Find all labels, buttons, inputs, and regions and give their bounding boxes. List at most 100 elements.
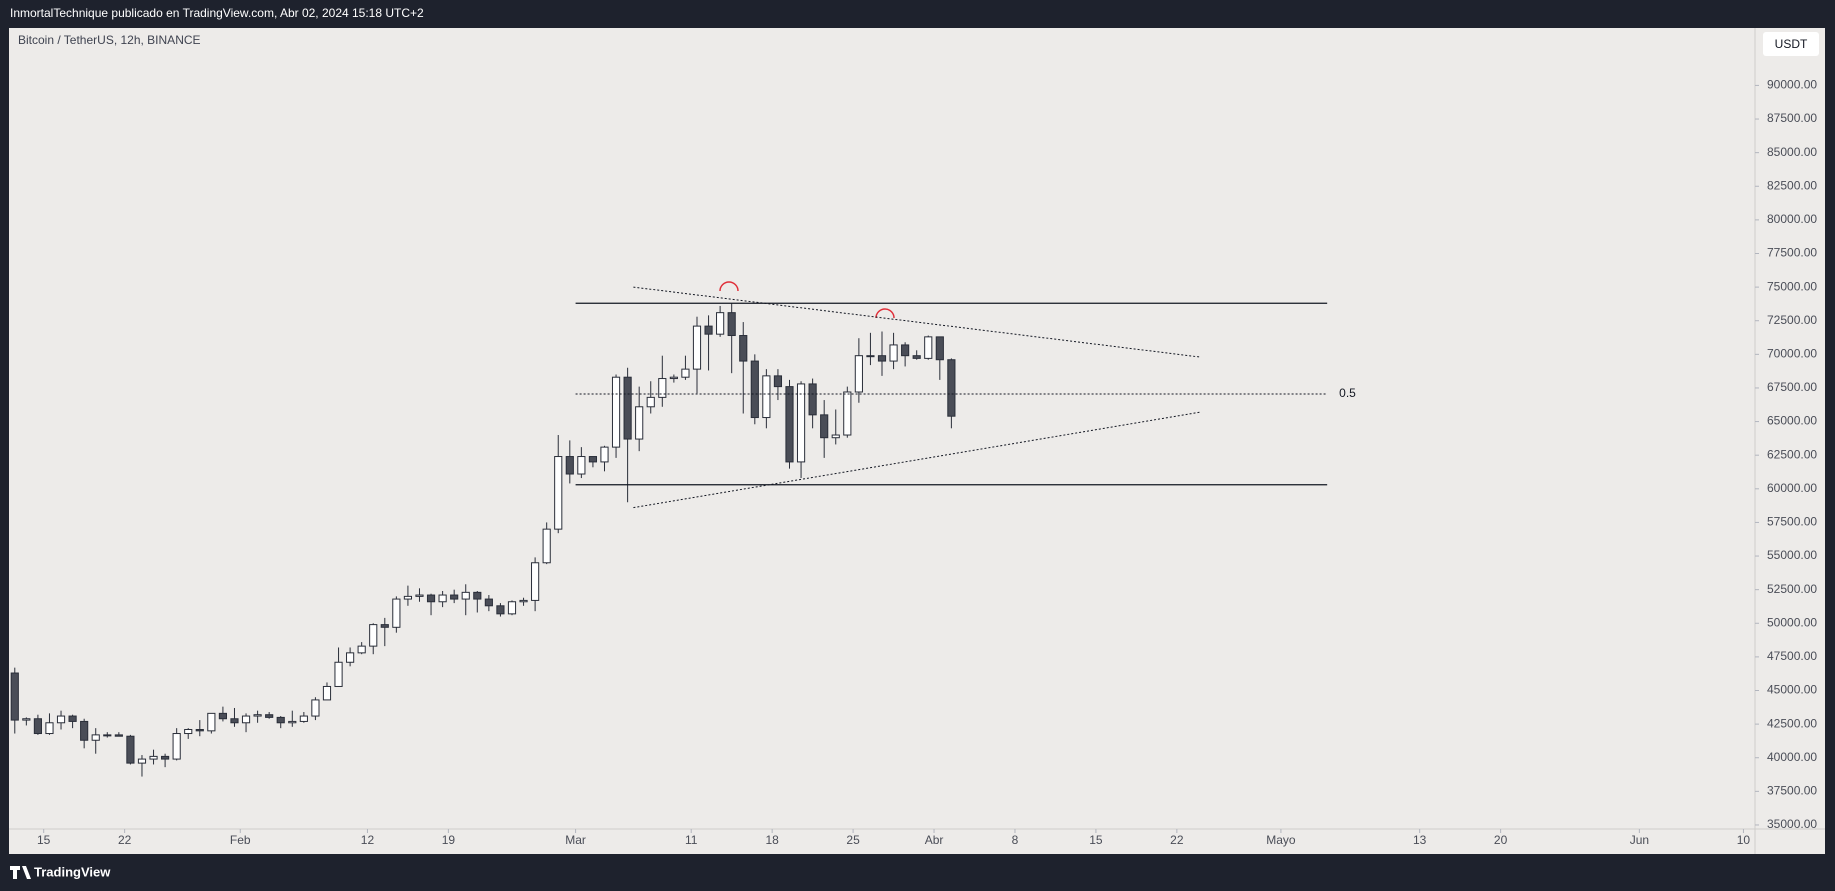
x-tick-label: Mar (565, 833, 586, 847)
candle-body (843, 391, 852, 436)
candle-body (542, 528, 551, 564)
candle-body (588, 456, 598, 463)
candle-body (172, 733, 181, 760)
candle-body (681, 368, 690, 378)
candle-body (866, 355, 875, 358)
candle-body (369, 624, 378, 647)
candle-body (195, 728, 204, 732)
x-tick-label: 10 (1737, 833, 1751, 847)
candle-body (334, 661, 343, 687)
x-tick-label: Feb (230, 833, 251, 847)
y-tick-label: 50000.00 (1767, 615, 1817, 629)
candle-body (507, 601, 517, 615)
candle-body (149, 755, 158, 760)
candle-body (311, 699, 320, 717)
candle-body (704, 325, 713, 335)
candle-body (253, 714, 262, 717)
y-tick-label: 70000.00 (1767, 347, 1817, 361)
candle-body (56, 715, 66, 724)
candle-body (230, 718, 239, 724)
y-tick-label: 45000.00 (1767, 683, 1817, 697)
candle-body (450, 594, 459, 600)
candle-body (10, 672, 19, 721)
candle-body (889, 344, 898, 362)
candle-body (276, 716, 285, 724)
candle-body (831, 434, 840, 439)
candle-body (438, 594, 447, 603)
candle-body (357, 645, 366, 654)
candle-body (299, 715, 308, 722)
y-tick-label: 57500.00 (1767, 515, 1817, 529)
y-tick-label: 87500.00 (1767, 111, 1817, 125)
x-tick-label: 19 (442, 833, 456, 847)
y-tick-label: 40000.00 (1767, 750, 1817, 764)
chart-panel (9, 28, 1825, 854)
candle-body (577, 456, 586, 475)
candle-body (600, 446, 609, 463)
y-tick-label: 72500.00 (1767, 313, 1817, 327)
y-tick-label: 42500.00 (1767, 716, 1817, 730)
candle-body (623, 376, 632, 440)
x-tick-label: 18 (765, 833, 779, 847)
candle-body (496, 605, 505, 615)
x-tick-label: 22 (118, 833, 132, 847)
y-tick-label: 77500.00 (1767, 246, 1817, 260)
candle-body (241, 715, 251, 724)
candle-body (877, 355, 887, 362)
y-tick-label: 80000.00 (1767, 212, 1817, 226)
y-tick-label: 60000.00 (1767, 481, 1817, 495)
candle-body (935, 336, 944, 361)
candle-body (392, 598, 401, 628)
candle-body (854, 355, 863, 393)
candle-body (45, 722, 54, 735)
x-tick-label: 13 (1413, 833, 1427, 847)
mid-level-label: 0.5 (1339, 386, 1356, 400)
candle-body (820, 414, 829, 439)
x-tick-label: Abr (925, 833, 944, 847)
y-tick-label: 37500.00 (1767, 784, 1817, 798)
candle-body (565, 456, 574, 475)
x-tick-label: Jun (1630, 833, 1649, 847)
y-tick-label: 35000.00 (1767, 817, 1817, 831)
candle-body (461, 591, 470, 600)
candle-body (484, 598, 493, 607)
candle-body (611, 376, 621, 448)
y-tick-label: 75000.00 (1767, 279, 1817, 293)
candle-body (33, 718, 42, 735)
x-tick-label: 15 (37, 833, 51, 847)
candle-body (426, 594, 436, 603)
candle-body (346, 652, 355, 663)
candle-body (265, 714, 274, 718)
candle-body (322, 685, 332, 701)
candle-body (531, 562, 540, 601)
x-tick-label: 12 (361, 833, 375, 847)
x-tick-label: Mayo (1266, 833, 1296, 847)
candle-body (207, 712, 216, 732)
top-arc (719, 281, 739, 292)
candle-body (161, 755, 170, 760)
x-tick-label: 20 (1494, 833, 1508, 847)
currency: USDT (1775, 37, 1808, 51)
candle-body (519, 599, 528, 603)
candle-body (692, 325, 702, 370)
candle-body (554, 456, 563, 530)
candle-body (22, 718, 31, 721)
candle-body (669, 376, 678, 380)
candle-body (403, 595, 413, 600)
y-tick-label: 47500.00 (1767, 649, 1817, 663)
plot: 35000.00 37500.00 40000.00 42500.00 45000.00… (10, 78, 1817, 847)
top-arc (875, 308, 895, 319)
candle-body (773, 375, 783, 388)
candle-body (218, 712, 227, 720)
candle-body (716, 312, 725, 335)
y-tick-label: 55000.00 (1767, 548, 1817, 562)
candle-body (473, 591, 482, 600)
candle-body (91, 734, 100, 741)
candle-body (762, 375, 771, 419)
candle-body (415, 594, 424, 597)
candle-body (727, 312, 736, 337)
candle-body (901, 344, 910, 357)
candle-body (80, 720, 89, 741)
